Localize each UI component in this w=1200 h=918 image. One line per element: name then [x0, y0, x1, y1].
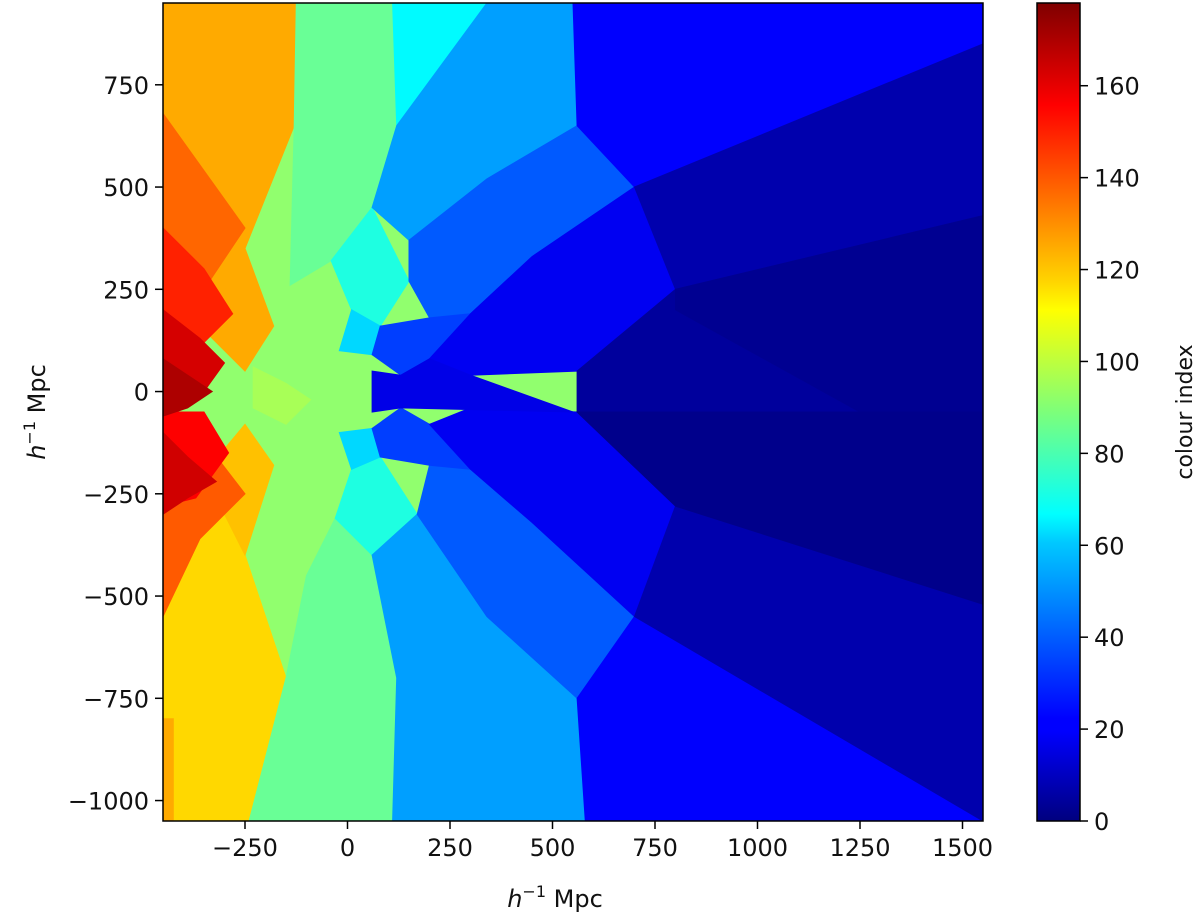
x-tick-label: 750 [632, 834, 678, 862]
x-axis-label: h−1 Mpc [507, 882, 603, 913]
y-axis-ticks: 750 500 250 0 −250 −500 −750 −1000 [68, 72, 163, 816]
y-tick-label: 0 [134, 379, 149, 407]
heatmap-region-34 [633, 505, 983, 821]
x-tick-label: 250 [427, 834, 473, 862]
x-tick-label: 1250 [829, 834, 890, 862]
heatmap-region-7 [163, 227, 234, 344]
colorbar-label: colour index [1173, 344, 1198, 479]
x-tick-label: 0 [340, 834, 355, 862]
colorbar-tick-label: 20 [1094, 716, 1125, 744]
x-tick-label: 1000 [727, 834, 788, 862]
y-tick-label: −1000 [68, 788, 149, 816]
colorbar-ticks: 0 20 40 60 80 100 120 140 160 [1080, 73, 1140, 836]
plot-frame [162, 2, 984, 822]
colorbar-tick-label: 40 [1094, 624, 1125, 652]
colorbar-tick-label: 80 [1094, 440, 1125, 468]
y-tick-label: 500 [103, 174, 149, 202]
heatmap-regions [163, 3, 983, 821]
y-tick-label: −250 [83, 481, 149, 509]
x-tick-label: 500 [530, 834, 576, 862]
heatmap-region-18 [334, 456, 418, 556]
heatmap-region-11 [163, 431, 218, 515]
x-axis-ticks: −250 0 250 500 750 1000 1250 1500 [212, 821, 993, 862]
colorbar-tick-label: 60 [1094, 532, 1125, 560]
colorbar-tick-label: 140 [1094, 165, 1140, 193]
x-tick-label: −250 [212, 834, 278, 862]
heatmap-region-17 [330, 206, 410, 327]
colorbar-tick-label: 100 [1094, 348, 1140, 376]
colorbar-tick-label: 0 [1094, 808, 1109, 836]
heatmap-region-5 [163, 112, 246, 290]
y-tick-label: 250 [103, 276, 149, 304]
colorbar-tick-label: 120 [1094, 257, 1140, 285]
heatmap-region-32 [371, 358, 574, 413]
y-tick-label: −500 [83, 583, 149, 611]
y-tick-label: −750 [83, 685, 149, 713]
colorbar-tick-label: 160 [1094, 73, 1140, 101]
y-tick-label: 750 [103, 72, 149, 100]
heatmap-region-29 [576, 615, 983, 821]
heatmap-region-10 [163, 358, 214, 417]
colorbar [1036, 2, 1081, 822]
heatmap-region-33 [633, 43, 983, 290]
heatmap-region-12 [163, 3, 174, 106]
heatmap-region-38 [575, 411, 983, 605]
x-tick-label: 1500 [932, 834, 993, 862]
y-axis-label: h−1 Mpc [20, 364, 51, 460]
heatmap-region-14 [252, 366, 312, 425]
heatmap-region-13 [163, 718, 174, 821]
